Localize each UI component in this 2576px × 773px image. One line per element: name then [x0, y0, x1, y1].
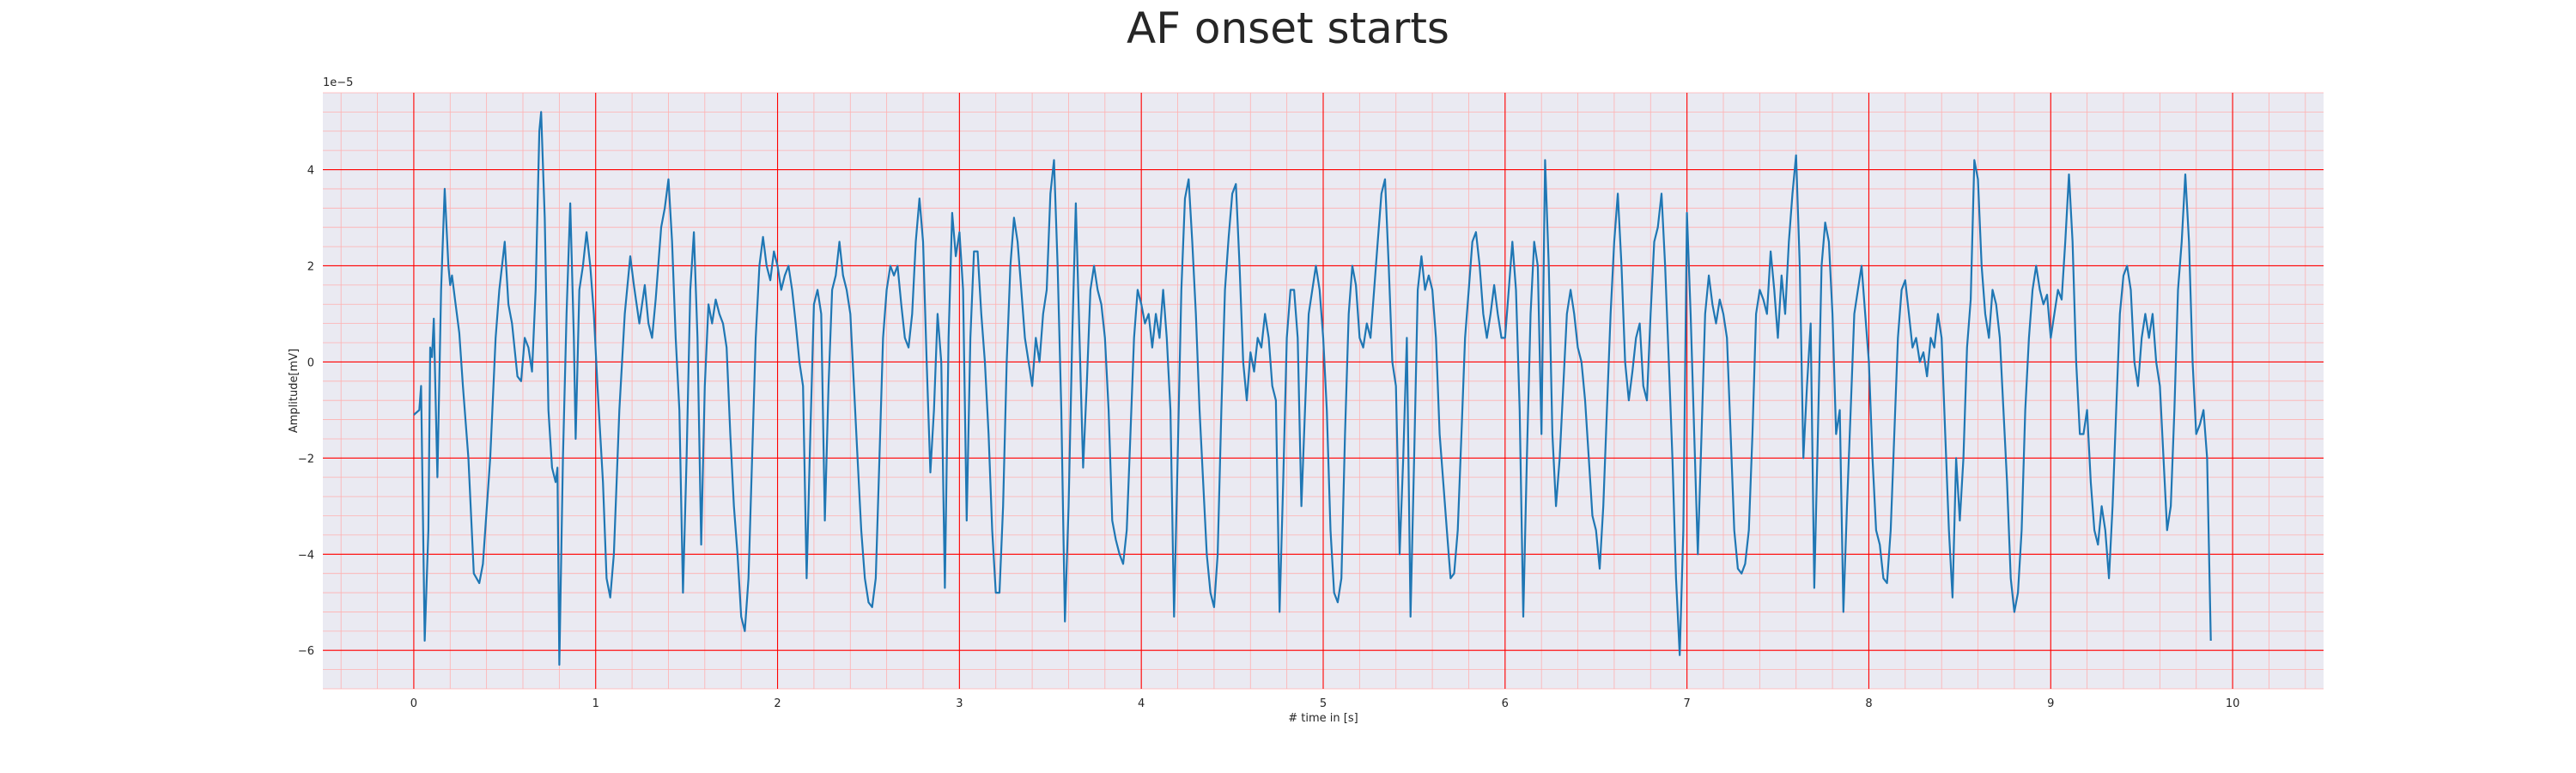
y-tick-label: 4	[307, 165, 314, 178]
y-tick-label: −6	[298, 645, 314, 658]
x-tick-label: 7	[1683, 697, 1690, 710]
major-gridlines	[323, 93, 2324, 689]
series-group	[413, 111, 2212, 666]
y-axis-label: Amplitude[mV]	[288, 349, 301, 433]
y-tick-label: 0	[307, 356, 314, 369]
x-tick-label: 10	[2226, 697, 2240, 710]
y-tick-label: 2	[307, 260, 314, 273]
x-tick-label: 2	[774, 697, 781, 710]
y-offset-text: 1e−5	[323, 76, 353, 89]
x-tick-label: 1	[592, 697, 599, 710]
y-tick-label: −4	[298, 549, 314, 562]
x-tick-label: 4	[1138, 697, 1145, 710]
x-tick-labels: 0 1 2 3 4 5 6 7 8 9 10	[410, 697, 2240, 710]
x-tick-label: 5	[1320, 697, 1327, 710]
x-tick-label: 8	[1865, 697, 1872, 710]
x-tick-label: 3	[956, 697, 963, 710]
chart-title: AF onset starts	[1127, 3, 1449, 53]
x-axis-label: # time in [s]	[1288, 712, 1358, 725]
series-line	[413, 111, 2212, 666]
y-tick-label: −2	[298, 453, 314, 466]
x-tick-label: 0	[410, 697, 417, 710]
x-tick-label: 9	[2047, 697, 2054, 710]
x-tick-label: 6	[1502, 697, 1509, 710]
y-tick-labels: −6 −4 −2 0 2 4	[298, 165, 314, 659]
